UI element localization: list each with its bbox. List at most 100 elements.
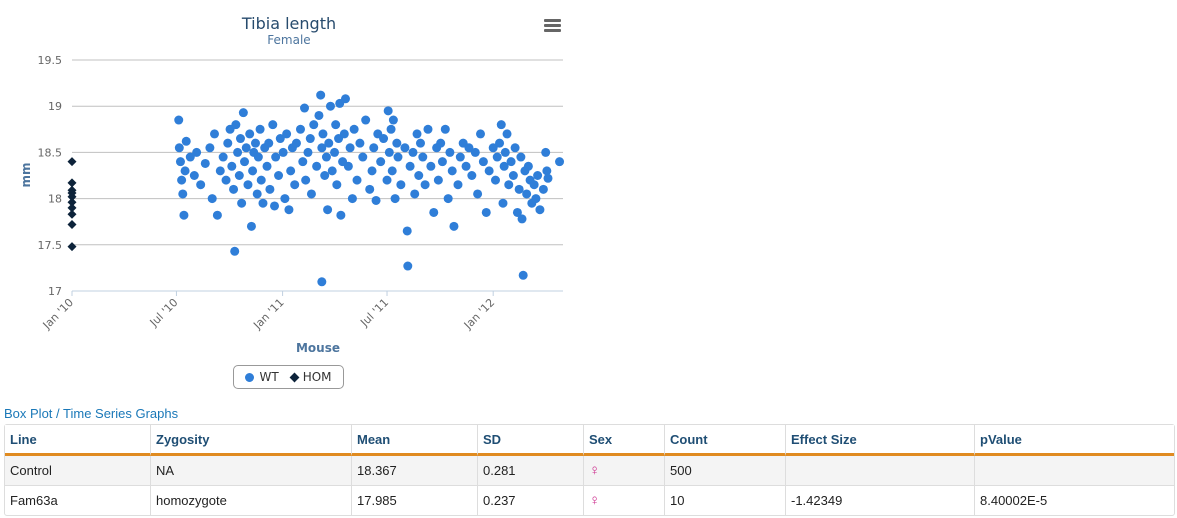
wt-point [180,166,190,176]
wt-point [278,147,288,157]
legend-item-hom[interactable]: HOM [289,370,332,384]
header-mean[interactable]: Mean [352,425,478,456]
wt-point [174,115,184,125]
cell-sex: ♀ [584,485,665,515]
cell-sd: 0.237 [478,485,584,515]
wt-point [437,157,447,167]
wt-point [383,106,393,116]
wt-point [178,189,188,199]
wt-point [369,143,379,153]
wt-point [478,157,488,167]
header-count[interactable]: Count [665,425,786,456]
cell-line: Control [5,456,151,485]
legend-label-wt: WT [259,370,279,384]
chart-title: Tibia length [241,14,336,33]
wt-point [248,166,258,176]
wt-point [256,175,266,185]
header-line[interactable]: Line [5,425,151,456]
wt-point [240,157,250,167]
wt-point [223,138,233,148]
cell-count: 500 [665,456,786,485]
header-sd[interactable]: SD [478,425,584,456]
wt-point [464,143,474,153]
legend-item-wt[interactable]: WT [245,370,279,384]
wt-point [361,115,371,125]
wt-point [393,152,403,162]
y-tick-label: 19 [48,100,62,113]
wt-point [426,161,436,171]
wt-point [418,152,428,162]
wt-point [331,120,341,130]
hom-point [67,178,77,188]
wt-point [535,205,545,215]
wt-point [522,189,532,199]
wt-point [387,166,397,176]
wt-point [405,161,415,171]
wt-point [314,110,324,120]
wt-point [440,124,450,134]
wt-point [542,166,552,176]
hom-point [67,209,77,219]
wt-point [461,161,471,171]
hom-point [67,197,77,207]
wt-point [234,171,244,180]
wt-point [358,152,368,162]
cell-mean: 18.367 [352,456,478,485]
wt-point [177,175,187,185]
wt-point [316,90,326,100]
wt-point [447,166,457,176]
female-icon: ♀ [589,492,601,509]
wt-point [379,134,389,144]
wt-point [433,175,443,185]
wt-point [496,120,506,130]
header-effect-size[interactable]: Effect Size [786,425,975,456]
y-tick-label: 19.5 [38,54,63,67]
header-pvalue[interactable]: pValue [975,425,1174,456]
wt-point [490,175,500,185]
x-tick-label: Jan '11 [250,296,286,332]
wt-point [262,161,272,171]
wt-point [390,194,400,204]
wt-point [179,210,189,220]
wt-point [258,198,268,208]
wt-point [238,108,248,118]
wt-point [506,157,516,167]
wt-point [270,201,280,211]
wt-point [301,175,311,185]
x-tick-label: Jan '10 [40,296,76,332]
wt-point [408,147,418,157]
wt-point [514,184,524,194]
wt-point [230,246,240,256]
wt-point [495,138,505,148]
header-sex[interactable]: Sex [584,425,665,456]
wt-point [237,198,247,208]
legend-label-hom: HOM [302,370,332,384]
wt-point [512,207,522,217]
wt-point [253,152,263,162]
wt-point [488,143,498,153]
wt-point [189,171,199,180]
wt-point [473,189,483,199]
cell-mean: 17.985 [352,485,478,515]
box-plot-time-series-link[interactable]: Box Plot / Time Series Graphs [4,406,179,421]
y-axis-ticks: 17 17.5 18 18.5 19 19.5 [38,54,63,298]
wt-point [500,147,510,157]
wt-point [382,175,392,185]
table-header-row: Line Zygosity Mean SD Sex Count Effect S… [5,425,1174,456]
wt-point [233,147,243,157]
wt-point [215,166,225,176]
header-zygosity[interactable]: Zygosity [151,425,352,456]
wt-point [423,124,433,134]
wt-point [412,129,422,139]
circle-marker-icon [245,372,255,382]
wt-point [241,143,251,153]
wt-point [481,207,491,217]
wt-point [420,180,430,190]
wt-point [327,166,337,176]
wt-point [498,198,508,208]
cell-line: Fam63a [5,485,151,515]
wt-point [192,147,202,157]
wt-point [235,134,245,144]
menu-icon[interactable] [538,14,566,36]
y-tick-label: 17 [48,285,62,298]
